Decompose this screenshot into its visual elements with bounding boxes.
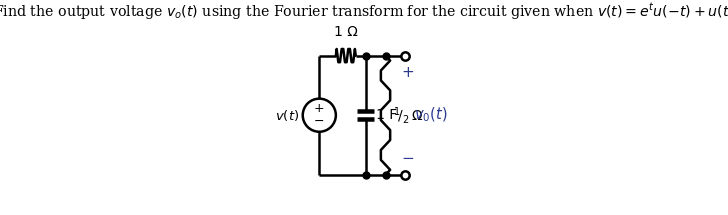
Text: 1 Ω: 1 Ω	[334, 25, 357, 39]
Text: 1 F: 1 F	[376, 108, 397, 122]
Text: −: −	[401, 151, 414, 166]
Text: −: −	[314, 115, 325, 128]
Text: $^1\!/_2\,\Omega$: $^1\!/_2\,\Omega$	[393, 105, 423, 126]
Text: +: +	[401, 65, 414, 80]
Text: $v_0(t)$: $v_0(t)$	[414, 106, 448, 124]
Text: Find the output voltage $v_o(t)$ using the Fourier transform for the circuit giv: Find the output voltage $v_o(t)$ using t…	[0, 2, 728, 23]
Text: +: +	[314, 102, 325, 115]
Text: $v(t)$: $v(t)$	[275, 108, 299, 123]
